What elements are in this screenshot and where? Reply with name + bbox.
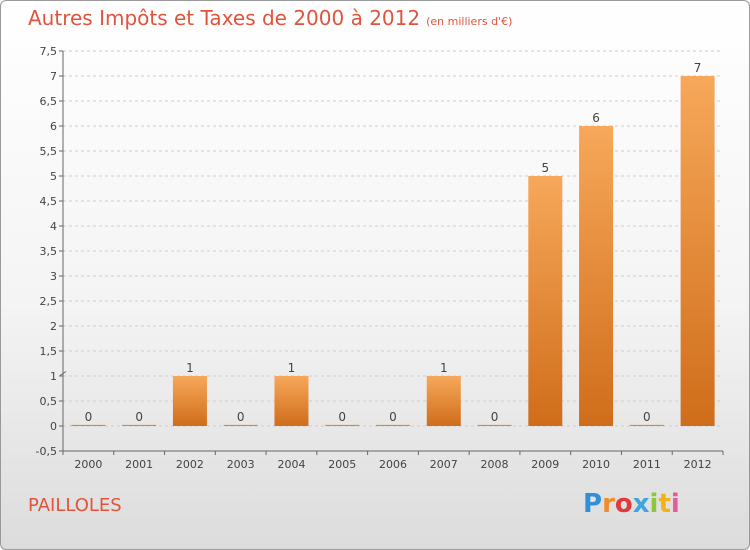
y-tick-label: 7	[50, 70, 57, 83]
x-tick-label: 2006	[379, 458, 407, 471]
bar	[274, 376, 309, 426]
x-tick-label: 2000	[74, 458, 102, 471]
x-tick-label: 2008	[481, 458, 509, 471]
y-tick-label: 2	[50, 320, 57, 333]
y-tick-label: 7,5	[40, 45, 58, 58]
data-label: 5	[541, 161, 549, 175]
x-tick-label: 2011	[633, 458, 661, 471]
x-tick-label: 2007	[430, 458, 458, 471]
logo-letter: t	[658, 489, 671, 519]
bar	[172, 376, 207, 426]
chart-unit: (en milliers d'€)	[426, 15, 513, 28]
bar	[426, 376, 461, 426]
bar	[223, 424, 258, 426]
data-label: 0	[491, 410, 499, 424]
proxiti-logo: Proxiti	[583, 489, 680, 519]
data-label: 6	[592, 111, 600, 125]
bar	[629, 424, 664, 426]
logo-letter: i	[649, 489, 659, 519]
axis-break-mark	[59, 371, 67, 376]
y-tick-label: 6	[50, 120, 57, 133]
data-label: 0	[643, 410, 651, 424]
logo-letter: r	[602, 489, 615, 519]
y-tick-label: 1	[50, 370, 57, 383]
y-tick-label: 4	[50, 220, 57, 233]
bar	[376, 424, 410, 426]
logo-letter: x	[632, 489, 650, 519]
bar	[528, 176, 563, 426]
logo-letter: i	[670, 489, 680, 519]
x-tick-label: 2005	[328, 458, 356, 471]
data-label: 0	[389, 410, 397, 424]
x-tick-label: 2010	[582, 458, 610, 471]
y-tick-label: 1,5	[40, 345, 58, 358]
data-label: 0	[85, 410, 93, 424]
chart-title: Autres Impôts et Taxes de 2000 à 2012 (en…	[28, 6, 513, 30]
data-label: 0	[338, 410, 346, 424]
y-tick-label: 0,5	[40, 395, 58, 408]
bar	[71, 424, 106, 426]
x-tick-label: 2012	[684, 458, 712, 471]
y-tick-label: 2,5	[40, 295, 58, 308]
y-tick-label: 0	[50, 420, 57, 433]
data-label: 1	[440, 361, 448, 375]
bar	[680, 76, 715, 426]
y-tick-label: 3,5	[40, 245, 58, 258]
x-tick-label: 2003	[227, 458, 255, 471]
x-tick-label: 2001	[125, 458, 153, 471]
y-tick-label: 5	[50, 170, 57, 183]
y-tick-label: 5,5	[40, 145, 58, 158]
x-tick-label: 2004	[277, 458, 305, 471]
y-tick-label: -0,5	[36, 445, 57, 458]
town-name: PAILLOLES	[28, 495, 122, 516]
bar	[579, 126, 614, 426]
bar	[325, 424, 360, 426]
data-label: 7	[694, 61, 702, 75]
data-label: 0	[135, 410, 143, 424]
x-tick-label: 2009	[531, 458, 559, 471]
bar	[477, 424, 512, 426]
logo-letter: P	[583, 489, 603, 519]
y-tick-label: 4,5	[40, 195, 58, 208]
x-tick-label: 2002	[176, 458, 204, 471]
bar	[122, 424, 157, 426]
y-tick-label: 3	[50, 270, 57, 283]
y-tick-label: 6,5	[40, 95, 58, 108]
data-label: 1	[186, 361, 194, 375]
data-label: 0	[237, 410, 245, 424]
data-label: 1	[288, 361, 296, 375]
logo-letter: o	[614, 489, 633, 519]
